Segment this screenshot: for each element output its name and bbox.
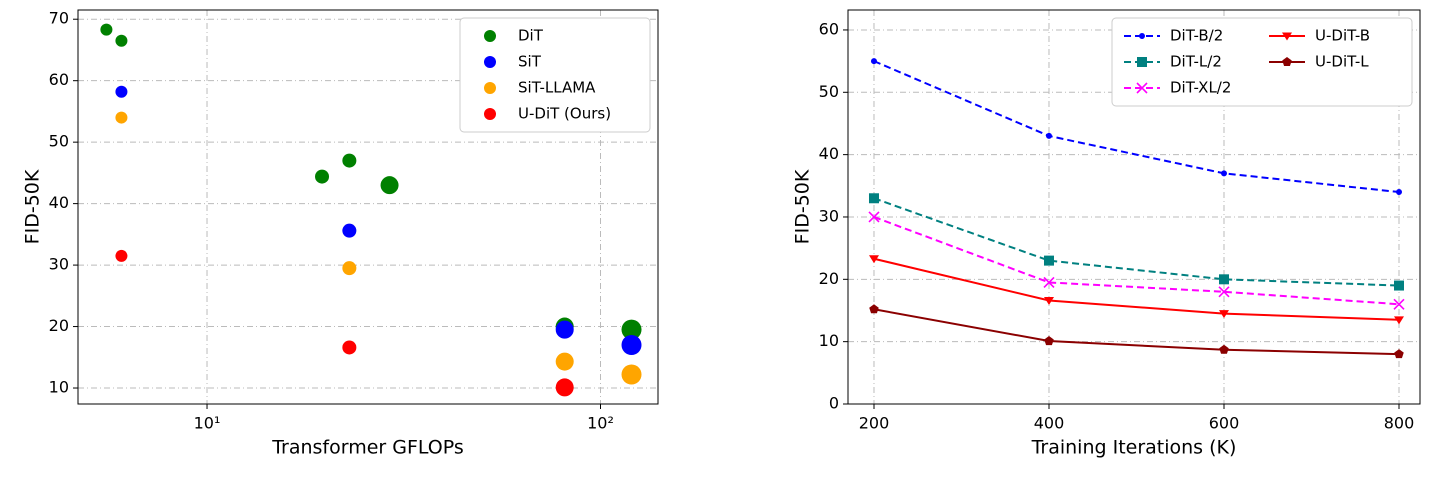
plot-frame bbox=[847, 9, 1421, 405]
marker bbox=[1393, 298, 1405, 310]
legend-label: SiT bbox=[518, 53, 542, 71]
marker bbox=[1282, 57, 1292, 67]
marker bbox=[1139, 33, 1145, 39]
marker bbox=[869, 304, 879, 314]
y-tick-label: 10 bbox=[819, 331, 839, 350]
marker bbox=[484, 108, 496, 120]
marker bbox=[870, 58, 877, 65]
point bbox=[342, 223, 357, 238]
point bbox=[115, 249, 128, 262]
x-tick-label: 200 bbox=[859, 414, 890, 433]
marker bbox=[868, 211, 880, 223]
point bbox=[555, 352, 574, 371]
point bbox=[342, 153, 357, 168]
point bbox=[380, 176, 399, 195]
marker bbox=[1218, 274, 1229, 285]
point bbox=[621, 319, 642, 340]
legend-box bbox=[459, 17, 651, 133]
point bbox=[621, 364, 642, 385]
line bbox=[873, 197, 1400, 287]
y-tick-label: 20 bbox=[819, 269, 839, 288]
marker bbox=[1219, 344, 1229, 354]
y-tick-label: 0 bbox=[829, 394, 839, 413]
marker bbox=[1045, 132, 1052, 139]
x-tick-label: 600 bbox=[1209, 414, 1240, 433]
legend-label: U-DiT-B bbox=[1315, 27, 1370, 45]
legend-label: DiT-XL/2 bbox=[1170, 79, 1231, 97]
line bbox=[873, 216, 1400, 306]
legend-label: U-DiT (Ours) bbox=[518, 105, 611, 123]
marker bbox=[484, 56, 496, 68]
x-tick-label: 10¹ bbox=[194, 414, 221, 433]
point bbox=[100, 23, 113, 36]
y-tick-label: 50 bbox=[49, 132, 69, 151]
line bbox=[873, 257, 1400, 321]
x-axis-label: Transformer GFLOPs bbox=[271, 437, 464, 459]
point bbox=[115, 111, 128, 124]
y-tick-label: 30 bbox=[49, 255, 69, 274]
legend-box bbox=[1111, 17, 1413, 107]
marker bbox=[484, 30, 496, 42]
point bbox=[342, 340, 357, 355]
legend-label: DiT-B/2 bbox=[1170, 27, 1223, 45]
marker bbox=[1043, 297, 1054, 306]
legend-label: DiT bbox=[518, 27, 544, 45]
point bbox=[555, 378, 574, 397]
y-axis-label: FID-50K bbox=[792, 169, 814, 244]
marker bbox=[1282, 32, 1292, 41]
x-axis-label: Training Iterations (K) bbox=[1031, 437, 1237, 459]
x-tick-label: 10² bbox=[587, 414, 614, 433]
marker bbox=[1393, 316, 1404, 325]
legend-label: DiT-L/2 bbox=[1170, 53, 1222, 71]
y-tick-label: 20 bbox=[49, 316, 69, 335]
point bbox=[115, 34, 128, 47]
point bbox=[342, 261, 357, 276]
marker bbox=[1220, 170, 1227, 177]
legend-label: SiT-LLAMA bbox=[518, 79, 596, 97]
y-axis-label: FID-50K bbox=[22, 169, 44, 244]
point bbox=[555, 320, 574, 339]
marker bbox=[868, 255, 879, 264]
point bbox=[621, 334, 642, 355]
marker bbox=[1136, 82, 1148, 94]
marker bbox=[1044, 336, 1054, 346]
y-tick-label: 40 bbox=[49, 193, 69, 212]
line bbox=[873, 308, 1400, 356]
x-tick-label: 400 bbox=[1034, 414, 1065, 433]
marker bbox=[1043, 276, 1055, 288]
marker bbox=[1043, 255, 1054, 266]
x-tick-label: 800 bbox=[1384, 414, 1415, 433]
y-tick-label: 40 bbox=[819, 144, 839, 163]
marker bbox=[1393, 280, 1404, 291]
y-tick-label: 10 bbox=[49, 378, 69, 397]
y-tick-label: 70 bbox=[49, 9, 69, 28]
legend-label: U-DiT-L bbox=[1315, 53, 1369, 71]
y-tick-label: 30 bbox=[819, 206, 839, 225]
y-tick-label: 50 bbox=[819, 82, 839, 101]
point bbox=[315, 169, 330, 184]
line bbox=[873, 60, 1400, 194]
marker bbox=[1218, 286, 1230, 298]
plot-frame bbox=[77, 9, 659, 405]
marker bbox=[1137, 57, 1147, 67]
marker bbox=[1394, 349, 1404, 359]
marker bbox=[1218, 310, 1229, 319]
y-tick-label: 60 bbox=[49, 70, 69, 89]
point bbox=[115, 85, 128, 98]
marker bbox=[484, 82, 496, 94]
marker bbox=[1395, 189, 1402, 196]
marker bbox=[868, 193, 879, 204]
y-tick-label: 60 bbox=[819, 19, 839, 38]
